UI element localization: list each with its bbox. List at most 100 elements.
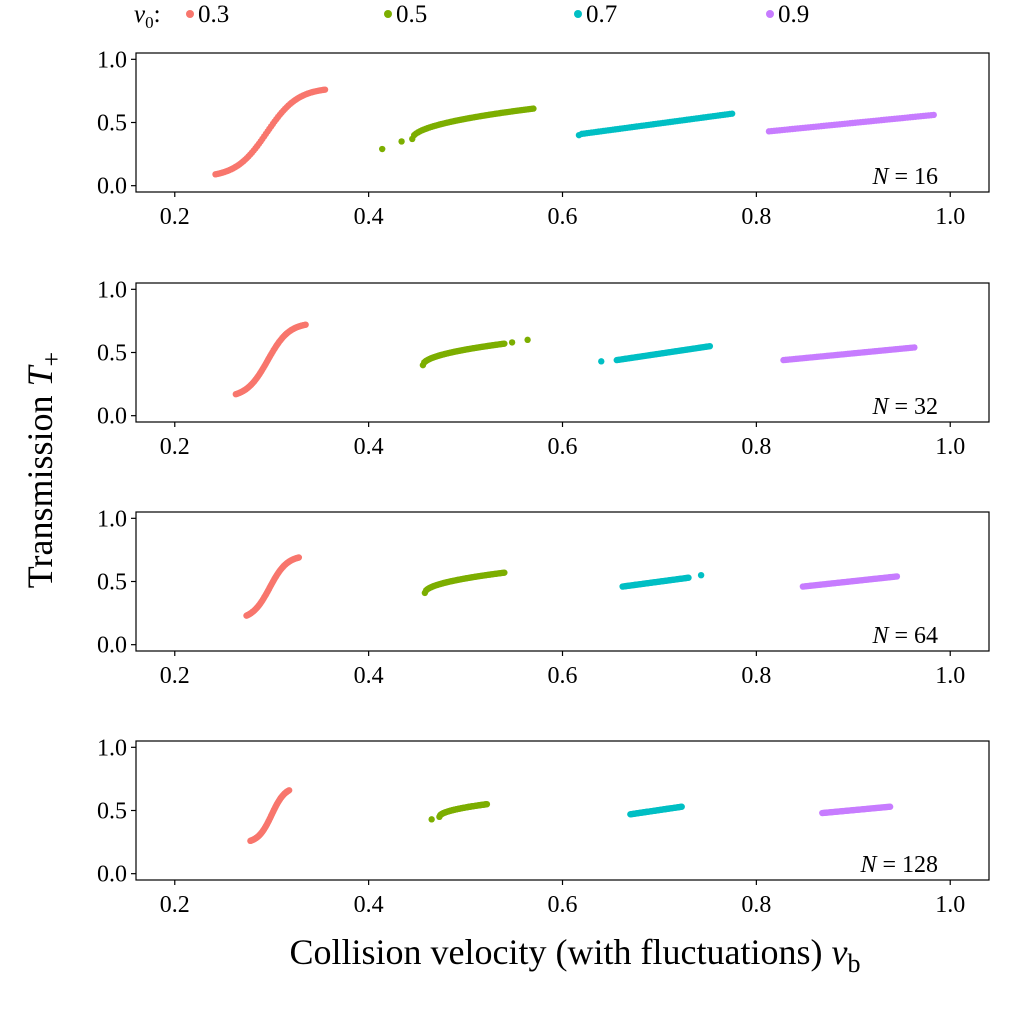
data-point (483, 800, 491, 808)
y-axis-title-subscript: + (37, 352, 66, 367)
x-tick-label: 0.4 (354, 892, 384, 918)
legend-label-0-5: 0.5 (396, 1, 427, 28)
x-tick-label: 0.8 (741, 663, 771, 689)
panel-n-variable: N (871, 394, 890, 420)
data-point (379, 145, 386, 153)
x-tick-label: 0.8 (741, 434, 771, 460)
data-point (524, 336, 531, 344)
series-0-9 (819, 803, 894, 817)
data-point (321, 86, 329, 93)
series-0-3 (232, 321, 309, 398)
y-tick-label: 0.5 (97, 111, 127, 137)
y-tick-label: 0.0 (97, 174, 127, 200)
series-0-9 (799, 573, 901, 590)
y-tick-label: 0.5 (97, 570, 127, 596)
x-tick-label: 1.0 (935, 204, 965, 230)
x-tick-label: 0.4 (354, 434, 384, 460)
y-tick-label: 1.0 (97, 735, 127, 761)
data-point (886, 803, 894, 810)
panel-n-variable: N (871, 164, 890, 190)
data-point (911, 344, 918, 351)
legend-label-0-9: 0.9 (778, 1, 809, 28)
x-axis-title-text: Collision velocity (with fluctuations) (290, 932, 832, 972)
data-point (598, 358, 605, 365)
data-point (893, 573, 901, 580)
data-point (508, 339, 516, 346)
series-0-5 (379, 105, 537, 153)
legend-marker-0-5 (384, 10, 392, 18)
y-axis-title-variable: T (20, 363, 60, 386)
x-tick-label: 0.6 (548, 204, 578, 230)
y-tick-label: 1.0 (97, 47, 127, 73)
x-axis-title-subscript: b (847, 949, 860, 978)
x-tick-label: 1.0 (935, 892, 965, 918)
panel-n-value: = 32 (888, 394, 938, 420)
x-tick-label: 0.8 (741, 892, 771, 918)
x-tick-label: 0.2 (160, 892, 190, 918)
data-point (530, 105, 537, 112)
data-point (295, 554, 303, 561)
x-tick-label: 0.4 (354, 663, 384, 689)
series-0-5 (419, 336, 531, 369)
series-0-9 (765, 111, 937, 135)
y-tick-label: 1.0 (97, 506, 127, 532)
data-point (706, 342, 714, 350)
series-0-7 (575, 110, 736, 139)
x-axis-title: Collision velocity (with fluctuations) v… (290, 932, 861, 978)
data-point (697, 571, 705, 579)
panel-n-label: N = 32 (871, 394, 938, 420)
data-point (398, 138, 405, 145)
data-point (501, 569, 508, 576)
x-tick-label: 0.4 (354, 204, 384, 230)
x-tick-label: 1.0 (935, 434, 965, 460)
data-point (728, 110, 736, 117)
legend-marker-0-7 (574, 10, 582, 18)
data-point (575, 131, 583, 139)
x-tick-label: 1.0 (935, 663, 965, 689)
y-tick-label: 1.0 (97, 277, 127, 303)
legend: v0: 0.3 0.5 0.7 0.9 (134, 1, 809, 32)
y-axis-title: Transmission T+ (20, 352, 66, 588)
panel-n-label: N = 128 (859, 852, 938, 878)
x-tick-label: 0.6 (548, 434, 578, 460)
y-tick-label: 0.5 (97, 341, 127, 367)
data-point (428, 816, 435, 823)
panel-n-value: = 64 (888, 623, 938, 649)
series-0-7 (598, 342, 714, 365)
legend-title-variable: v (134, 1, 146, 28)
x-axis-title-variable: v (831, 932, 847, 972)
y-tick-label: 0.5 (97, 799, 127, 825)
legend-label-0-3: 0.3 (198, 1, 229, 28)
data-point (685, 574, 692, 581)
panel-n-variable: N (859, 852, 878, 878)
x-tick-label: 0.2 (160, 434, 190, 460)
y-axis-title-text: Transmission (20, 386, 60, 588)
panel-2: 0.0 0.5 1.0 0.2 0.4 0.6 0.8 1.0 N = 32 (97, 277, 990, 460)
data-point (678, 803, 685, 810)
x-tick-label: 0.6 (548, 663, 578, 689)
panel-1: 0.0 0.5 1.0 0.2 0.4 0.6 0.8 1.0 N = 16 (97, 47, 990, 230)
data-point (930, 111, 937, 119)
y-tick-label: 0.0 (97, 633, 127, 659)
y-tick-label: 0.0 (97, 862, 127, 888)
panel-n-value: = 16 (888, 164, 938, 190)
series-0-5 (428, 800, 491, 823)
x-tick-label: 0.2 (160, 204, 190, 230)
x-tick-label: 0.8 (741, 204, 771, 230)
panel-4: 0.0 0.5 1.0 0.2 0.4 0.6 0.8 1.0 N = 128 (97, 735, 990, 918)
legend-title-suffix: : (154, 1, 161, 28)
legend-title: v0: (134, 1, 161, 32)
data-point (501, 340, 508, 347)
panels: 0.00.51.00.2 0.4 0.6 0.8 1.0N = 160.00.51.00… (97, 47, 990, 918)
series-0-3 (243, 554, 303, 619)
legend-marker-0-3 (186, 10, 194, 18)
panel-n-value: = 128 (876, 852, 938, 878)
panel-n-variable: N (871, 623, 890, 649)
legend-title-subscript: 0 (145, 13, 154, 32)
y-tick-label: 0.0 (97, 404, 127, 430)
legend-marker-0-9 (766, 10, 774, 18)
panel-3: 0.0 0.5 1.0 0.2 0.4 0.6 0.8 1.0 N = 64 (97, 506, 990, 689)
series-0-3 (247, 787, 293, 845)
series-0-7 (627, 803, 685, 818)
